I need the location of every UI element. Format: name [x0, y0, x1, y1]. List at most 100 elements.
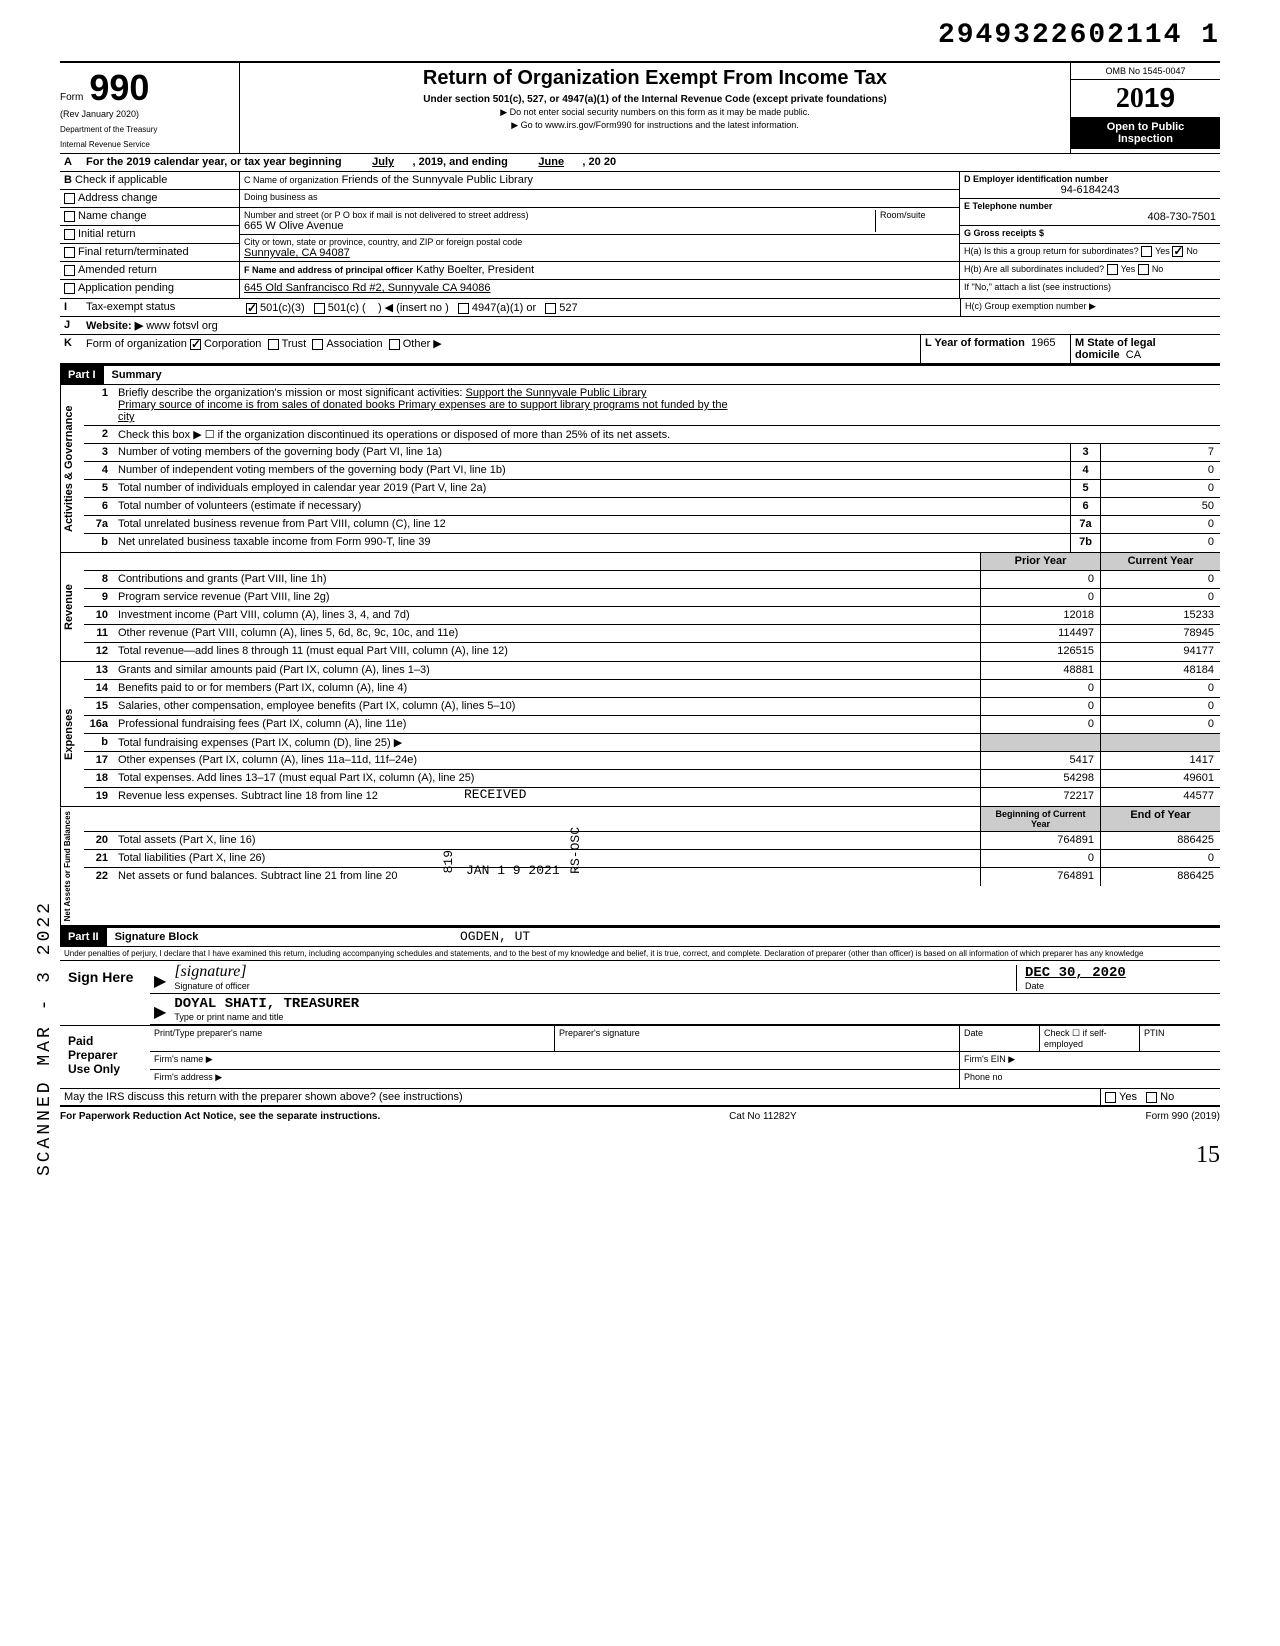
l13-text: Grants and similar amounts paid (Part IX…	[114, 662, 980, 679]
lbl-address-change: Address change	[78, 192, 158, 204]
form-subtitle: Under section 501(c), 527, or 4947(a)(1)…	[250, 94, 1060, 105]
lbl-final-return: Final return/terminated	[78, 246, 189, 258]
ogden-stamp: OGDEN, UT	[460, 928, 530, 946]
chk-trust[interactable]	[268, 339, 279, 350]
l13-prior: 48881	[980, 662, 1100, 679]
chk-hb-yes[interactable]	[1107, 264, 1118, 275]
lbl-assoc: Association	[326, 338, 382, 350]
prior-year-hdr: Prior Year	[980, 553, 1100, 570]
firm-addr-label: Firm's address ▶	[150, 1070, 960, 1088]
instruction-web: ▶ Go to www.irs.gov/Form990 for instruct…	[250, 120, 1060, 131]
chk-501c[interactable]	[314, 303, 325, 314]
open-public-2: Inspection	[1075, 133, 1216, 145]
m-value: CA	[1126, 349, 1141, 361]
sig-arrow-1: ▶	[154, 971, 166, 991]
l16a-curr: 0	[1100, 716, 1220, 733]
l10-text: Investment income (Part VIII, column (A)…	[114, 607, 980, 624]
q5-text: Total number of individuals employed in …	[114, 480, 1070, 497]
l12-prior: 126515	[980, 643, 1100, 661]
form-header: Form 990 (Rev January 2020) Department o…	[60, 61, 1220, 154]
l21-curr: 0	[1100, 850, 1220, 867]
vtab-revenue: Revenue	[60, 553, 84, 661]
sign-here-row: Sign Here ▶ [signature]Signature of offi…	[60, 961, 1220, 1026]
chk-corp[interactable]	[190, 339, 201, 350]
l12-curr: 94177	[1100, 643, 1220, 661]
paid-preparer-row: Paid Preparer Use Only Print/Type prepar…	[60, 1026, 1220, 1089]
expenses-section: Expenses 13Grants and similar amounts pa…	[60, 662, 1220, 807]
sig-arrow-2: ▶	[154, 1002, 166, 1022]
stamp-rec-date: JAN 1 9 2021	[466, 863, 560, 878]
l19-prior: 72217	[980, 788, 1100, 806]
chk-other[interactable]	[389, 339, 400, 350]
l19-curr: 44577	[1100, 788, 1220, 806]
tax-exempt-label: Tax-exempt status	[82, 299, 242, 316]
l22-curr: 886425	[1100, 868, 1220, 886]
hc-label: H(c) Group exemption number ▶	[960, 299, 1220, 316]
received-stamp: RECEIVED	[464, 786, 526, 804]
l18-text: Total expenses. Add lines 13–17 (must eq…	[114, 770, 980, 787]
sig-date-label: Date	[1025, 981, 1216, 991]
h-no-attach: If "No," attach a list (see instructions…	[960, 280, 1220, 298]
chk-hb-no[interactable]	[1138, 264, 1149, 275]
l11-curr: 78945	[1100, 625, 1220, 642]
chk-4947[interactable]	[458, 303, 469, 314]
phone-value: 408-730-7501	[964, 211, 1216, 223]
chk-address-change[interactable]	[64, 193, 75, 204]
lbl-name-change: Name change	[78, 210, 147, 222]
chk-ha-yes[interactable]	[1141, 246, 1152, 257]
signature: [signature]	[174, 963, 1016, 981]
q6-val: 50	[1100, 498, 1220, 515]
form-org-label: Form of organization	[86, 338, 187, 350]
room-label: Room/suite	[875, 210, 955, 232]
governance-section: Activities & Governance 1 Briefly descri…	[60, 385, 1220, 553]
prep-sig-label: Preparer's signature	[555, 1026, 960, 1051]
l17-curr: 1417	[1100, 752, 1220, 769]
ha-yes: Yes	[1155, 246, 1170, 256]
vtab-expenses: Expenses	[60, 662, 84, 806]
chk-name-change[interactable]	[64, 211, 75, 222]
chk-initial-return[interactable]	[64, 229, 75, 240]
line-a: A For the 2019 calendar year, or tax yea…	[60, 154, 1220, 172]
chk-501c3[interactable]	[246, 303, 257, 314]
open-public-1: Open to Public	[1075, 121, 1216, 133]
instruction-ssn: ▶ Do not enter social security numbers o…	[250, 107, 1060, 118]
l-value: 1965	[1031, 337, 1055, 349]
chk-amended[interactable]	[64, 265, 75, 276]
q1-ans3: city	[118, 411, 135, 423]
firm-name-label: Firm's name ▶	[150, 1052, 960, 1069]
chk-discuss-yes[interactable]	[1105, 1092, 1116, 1103]
lbl-app-pending: Application pending	[78, 282, 174, 294]
q1-ans1: Support the Sunnyvale Public Library	[466, 387, 647, 399]
chk-final-return[interactable]	[64, 247, 75, 258]
chk-discuss-no[interactable]	[1146, 1092, 1157, 1103]
q7a-text: Total unrelated business revenue from Pa…	[114, 516, 1070, 533]
page-number: 15	[60, 1142, 1220, 1169]
line-a-end: , 20 20	[582, 156, 616, 168]
identification-block: B Check if applicable Address change Nam…	[60, 172, 1220, 299]
q4-val: 0	[1100, 462, 1220, 479]
chk-app-pending[interactable]	[64, 283, 75, 294]
part2-header: Part II	[60, 928, 107, 946]
l19-text: Revenue less expenses. Subtract line 18 …	[114, 788, 980, 806]
chk-527[interactable]	[545, 303, 556, 314]
lbl-501c-b: ) ◀ (insert no )	[378, 302, 449, 314]
l17-prior: 5417	[980, 752, 1100, 769]
q3-text: Number of voting members of the governin…	[114, 444, 1070, 461]
sig-date-value: DEC 30, 2020	[1025, 965, 1216, 981]
footer-right: Form 990 (2019)	[1146, 1111, 1220, 1122]
ha-label: H(a) Is this a group return for subordin…	[964, 246, 1139, 256]
dept-irs: Internal Revenue Service	[60, 140, 231, 149]
l21-prior: 0	[980, 850, 1100, 867]
chk-assoc[interactable]	[312, 339, 323, 350]
part1-title: Summary	[104, 369, 162, 381]
form-word: Form	[60, 92, 83, 103]
chk-ha-no[interactable]	[1172, 246, 1183, 257]
ha-no: No	[1186, 246, 1198, 256]
l14-text: Benefits paid to or for members (Part IX…	[114, 680, 980, 697]
end-month: June	[538, 156, 564, 168]
dept-treasury: Department of the Treasury	[60, 125, 231, 134]
dba-label: Doing business as	[240, 190, 959, 208]
l15-prior: 0	[980, 698, 1100, 715]
document-number: 2949322602114 1	[60, 20, 1220, 51]
scanned-stamp: SCANNED MAR - 3 2022	[35, 900, 55, 1176]
